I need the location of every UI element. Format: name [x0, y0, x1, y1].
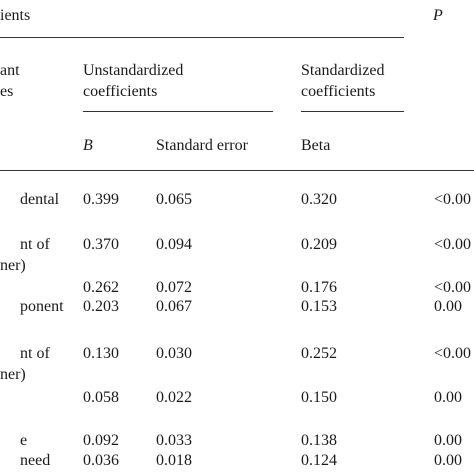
- cell-b: 0.092: [83, 432, 119, 449]
- header-rule-bottom: [0, 170, 474, 171]
- cell-p: 0.00: [434, 298, 462, 315]
- cell-se: 0.033: [156, 432, 192, 449]
- cell-p: <0.00: [434, 236, 472, 253]
- cell-b: 0.036: [83, 452, 119, 469]
- unstandardized-header-line-2: coefficients: [83, 83, 158, 100]
- cell-b: 0.262: [83, 279, 119, 296]
- cell-p: <0.00: [434, 279, 472, 296]
- cell-p: <0.00: [434, 191, 472, 208]
- standard-error-column-header: Standard error: [156, 137, 248, 154]
- cell-se: 0.065: [156, 191, 192, 208]
- cell-b: 0.058: [83, 389, 119, 406]
- row-label: ner): [0, 366, 26, 383]
- cell-se: 0.067: [156, 298, 192, 315]
- b-column-header: B: [83, 137, 93, 154]
- row-label: dental: [20, 191, 60, 208]
- cell-p: 0.00: [434, 452, 462, 469]
- row-label: nt of: [20, 236, 50, 253]
- cell-p: 0.00: [434, 432, 462, 449]
- cell-se: 0.072: [156, 279, 192, 296]
- cell-b: 0.399: [83, 191, 119, 208]
- cell-p: 0.00: [434, 389, 462, 406]
- standardized-rule: [301, 111, 404, 112]
- cell-p: <0.00: [434, 345, 472, 362]
- cell-se: 0.030: [156, 345, 192, 362]
- p-value-header: P: [433, 7, 443, 24]
- cell-se: 0.094: [156, 236, 192, 253]
- cell-se: 0.018: [156, 452, 192, 469]
- cell-beta: 0.176: [301, 279, 337, 296]
- unstandardized-rule: [83, 111, 273, 112]
- cell-beta: 0.138: [301, 432, 337, 449]
- variable-header-line-2: es: [0, 83, 14, 100]
- cell-b: 0.130: [83, 345, 119, 362]
- cell-b: 0.203: [83, 298, 119, 315]
- row-label: nt of: [20, 345, 50, 362]
- header-rule-top: [0, 37, 404, 38]
- unstandardized-header-line-1: Unstandardized: [83, 62, 184, 79]
- variable-header-line-1: ant: [0, 62, 20, 79]
- cell-beta: 0.209: [301, 236, 337, 253]
- row-label: ponent: [20, 298, 64, 315]
- cell-beta: 0.252: [301, 345, 337, 362]
- cell-b: 0.370: [83, 236, 119, 253]
- standardized-header-line-1: Standardized: [301, 62, 385, 79]
- cell-beta: 0.124: [301, 452, 337, 469]
- cell-beta: 0.150: [301, 389, 337, 406]
- beta-column-header: Beta: [301, 137, 331, 154]
- cell-se: 0.022: [156, 389, 192, 406]
- row-label: e: [20, 432, 28, 449]
- cell-beta: 0.320: [301, 191, 337, 208]
- cell-beta: 0.153: [301, 298, 337, 315]
- row-label: ner): [0, 257, 26, 274]
- row-label: need: [20, 452, 51, 469]
- standardized-header-line-2: coefficients: [301, 83, 376, 100]
- table-title-fragment: ients: [0, 7, 31, 24]
